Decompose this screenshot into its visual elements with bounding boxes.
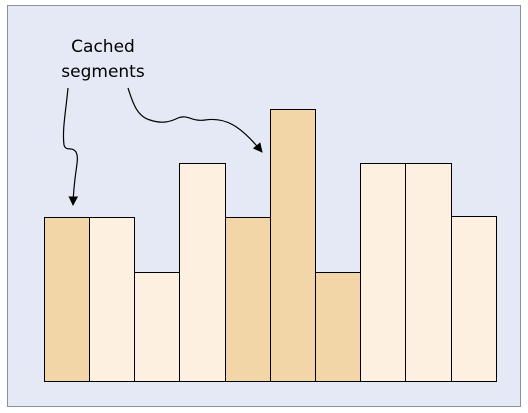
annotation-line: segments	[61, 62, 145, 82]
annotation-line: Cached	[71, 37, 135, 57]
segments	[44, 109, 497, 382]
arrow	[62, 87, 79, 206]
segment	[451, 216, 497, 382]
segment	[405, 163, 452, 382]
arrow	[127, 87, 263, 153]
segment	[179, 163, 226, 382]
segment	[360, 163, 406, 382]
segment	[44, 217, 90, 382]
segment	[134, 272, 180, 382]
segment	[270, 109, 316, 382]
segment	[89, 217, 135, 382]
segment	[225, 217, 271, 382]
segment	[315, 272, 361, 382]
